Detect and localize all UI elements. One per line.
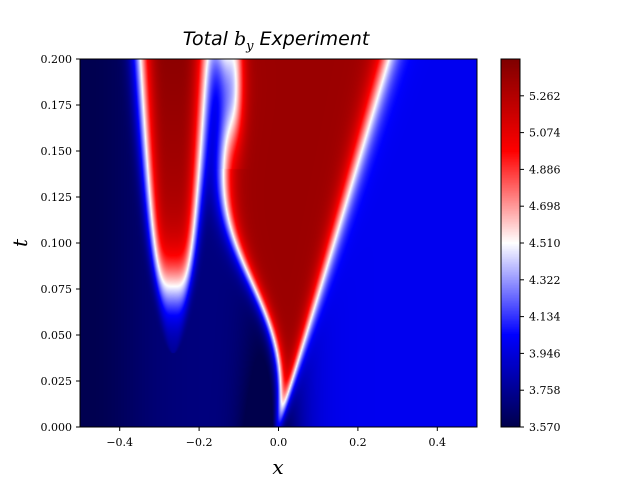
heatmap-image — [80, 59, 477, 427]
x-tick-label: −0.4 — [106, 436, 133, 449]
colorbar-gradient — [501, 59, 520, 427]
title-symbol: b — [234, 28, 246, 50]
y-tick-label: 0.200 — [41, 53, 73, 66]
title-subscript: y — [245, 39, 254, 54]
x-tick-label: 0.0 — [270, 436, 288, 449]
y-tick-label: 0.150 — [41, 145, 73, 158]
title-suffix: Experiment — [260, 28, 371, 50]
y-axis: 0.000 0.025 0.050 0.075 0.100 0.125 0.150 0.175… — [41, 53, 80, 434]
colorbar-tick-label: 4.698 — [529, 200, 561, 213]
colorbar-tick-label: 4.134 — [529, 311, 561, 324]
y-tick-label: 0.075 — [41, 283, 73, 296]
chart-title: Total by Experiment — [183, 28, 371, 54]
colorbar-tick-label: 4.322 — [529, 274, 561, 287]
y-tick-label: 0.050 — [41, 329, 73, 342]
colorbar-tick-label: 3.570 — [529, 421, 561, 434]
colorbar-tick-label: 3.946 — [529, 347, 561, 360]
y-tick-label: 0.175 — [41, 99, 73, 112]
colorbar-axis: 3.570 3.758 3.946 4.134 4.322 4.510 4.698 4.886… — [520, 90, 561, 434]
y-tick-label: 0.000 — [41, 421, 73, 434]
y-tick-label: 0.100 — [41, 237, 73, 250]
colorbar-tick-label: 3.758 — [529, 384, 561, 397]
y-tick-label: 0.125 — [41, 191, 73, 204]
x-axis-label: x — [272, 455, 283, 479]
x-tick-label: 0.4 — [429, 436, 447, 449]
x-tick-label: 0.2 — [349, 436, 367, 449]
colorbar-tick-label: 5.074 — [529, 127, 561, 140]
colorbar-tick-label: 4.886 — [529, 163, 561, 176]
y-tick-label: 0.025 — [41, 375, 73, 388]
x-tick-label: −0.2 — [186, 436, 213, 449]
colorbar-tick-label: 4.510 — [529, 237, 561, 250]
x-axis: −0.4 −0.2 0.0 0.2 0.4 — [106, 427, 446, 449]
y-axis-label: t — [8, 238, 32, 247]
title-prefix: Total — [183, 28, 229, 50]
colorbar-tick-label: 5.262 — [529, 90, 561, 103]
